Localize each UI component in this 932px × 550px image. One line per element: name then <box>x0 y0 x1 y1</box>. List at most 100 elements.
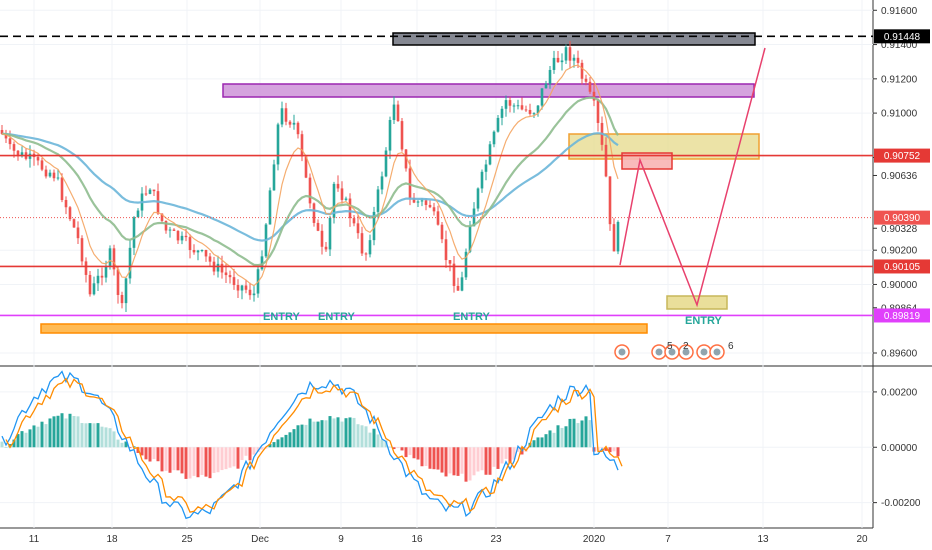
candle-body <box>520 105 524 110</box>
candle-body <box>456 285 460 291</box>
macd-histogram-bar <box>180 447 184 474</box>
macd-histogram-bar <box>188 447 192 479</box>
macd-histogram-bar <box>480 447 484 471</box>
candle-body <box>352 218 356 224</box>
price-tag-text: 0.90752 <box>884 151 921 162</box>
x-tick-label: 9 <box>338 534 344 545</box>
price-tag: 0.90752 <box>874 148 930 163</box>
macd-histogram-bar <box>496 447 500 469</box>
macd-histogram-bar <box>368 432 372 448</box>
macd-histogram-bar <box>536 437 540 448</box>
candle-body <box>304 156 308 178</box>
candle-body <box>200 249 204 251</box>
macd-histogram-bar <box>332 418 336 448</box>
candle-body <box>568 47 572 61</box>
candle-body <box>72 219 76 228</box>
candle-body <box>80 238 84 262</box>
candle-body <box>112 248 116 270</box>
price-tag-text: 0.90390 <box>884 213 921 224</box>
macd-histogram-bar <box>428 447 432 469</box>
macd-histogram-bar <box>424 447 428 466</box>
zone-purple <box>222 83 755 98</box>
macd-histogram-bar <box>252 447 256 455</box>
macd-histogram-bar <box>244 447 248 456</box>
candle-body <box>476 188 480 209</box>
candle-body <box>388 119 392 151</box>
macd-histogram-bar <box>56 415 60 448</box>
candle-body <box>8 138 12 145</box>
macd-histogram-bar <box>492 447 496 467</box>
macd-histogram-bar <box>296 425 300 448</box>
candle-body <box>516 105 520 107</box>
macd-histogram-bar <box>300 424 304 448</box>
candle-body <box>420 200 424 202</box>
candle-body <box>224 272 228 276</box>
macd-histogram-bar <box>160 447 164 472</box>
macd-histogram-bar <box>464 447 468 482</box>
macd-histogram-bar <box>556 425 560 448</box>
zone-red-small <box>621 152 673 170</box>
candle-body <box>612 224 616 252</box>
macd-histogram-bar <box>408 447 412 455</box>
macd-histogram-bar <box>416 447 420 460</box>
candle-body <box>268 190 272 225</box>
macd-histogram-bar <box>512 447 516 460</box>
candle-body <box>64 199 68 208</box>
macd-histogram-bar <box>88 423 92 448</box>
y-tick-label: 0.89600 <box>881 349 918 360</box>
candle-body <box>92 283 96 295</box>
candle-body <box>316 222 320 231</box>
macd-histogram-bar <box>268 444 272 448</box>
macd-histogram-bar <box>48 418 52 448</box>
candle-body <box>500 108 504 118</box>
candle-body <box>412 197 416 203</box>
entry-label: ENTRY <box>453 311 491 323</box>
candle-body <box>360 233 364 254</box>
x-tick-label: 20 <box>856 534 868 545</box>
macd-histogram-bar <box>376 434 380 448</box>
candle-body <box>464 251 468 278</box>
macd-histogram-bar <box>540 437 544 448</box>
candle-body <box>248 289 252 296</box>
candle-body <box>220 263 224 273</box>
candle-body <box>120 294 124 304</box>
candle-body <box>432 207 436 212</box>
x-tick-label: 2020 <box>583 534 606 545</box>
candle-body <box>488 144 492 165</box>
macd-histogram-bar <box>20 431 24 448</box>
macd-histogram-bar <box>380 439 384 448</box>
macd-histogram-bar <box>32 425 36 448</box>
candle-body <box>424 200 428 205</box>
candle-body <box>284 108 288 122</box>
candle-body <box>208 256 212 262</box>
macd-histogram-bar <box>504 447 508 459</box>
macd-histogram-bar <box>80 423 84 448</box>
macd-histogram-bar <box>400 447 404 451</box>
macd-histogram-bar <box>584 416 588 448</box>
candle-body <box>480 171 484 189</box>
macd-histogram-bar <box>276 439 280 448</box>
candle-body <box>616 222 620 252</box>
x-tick-label: 16 <box>411 534 423 545</box>
signal-line <box>5 377 623 513</box>
macd-histogram-bar <box>396 447 400 449</box>
macd-histogram-bar <box>240 447 244 461</box>
candle-body <box>124 278 128 304</box>
macd-histogram-bar <box>104 427 108 448</box>
price-tag-bg <box>874 259 930 274</box>
candle-body <box>128 247 132 279</box>
candle-body <box>180 235 184 241</box>
candle-body <box>328 217 332 250</box>
macd-histogram-bar <box>372 428 376 448</box>
macd-histogram-bar <box>156 447 160 462</box>
macd-histogram-bar <box>212 447 216 473</box>
candle-body <box>96 275 100 284</box>
macd-histogram-bar <box>52 416 56 448</box>
candle-body <box>504 100 508 109</box>
candle-body <box>132 217 136 248</box>
macd-histogram-bar <box>340 421 344 448</box>
candle-body <box>536 105 540 114</box>
y-tick-label: 0.90200 <box>881 246 918 257</box>
macd-histogram-bar <box>288 432 292 448</box>
event-badge-dot <box>618 348 626 356</box>
